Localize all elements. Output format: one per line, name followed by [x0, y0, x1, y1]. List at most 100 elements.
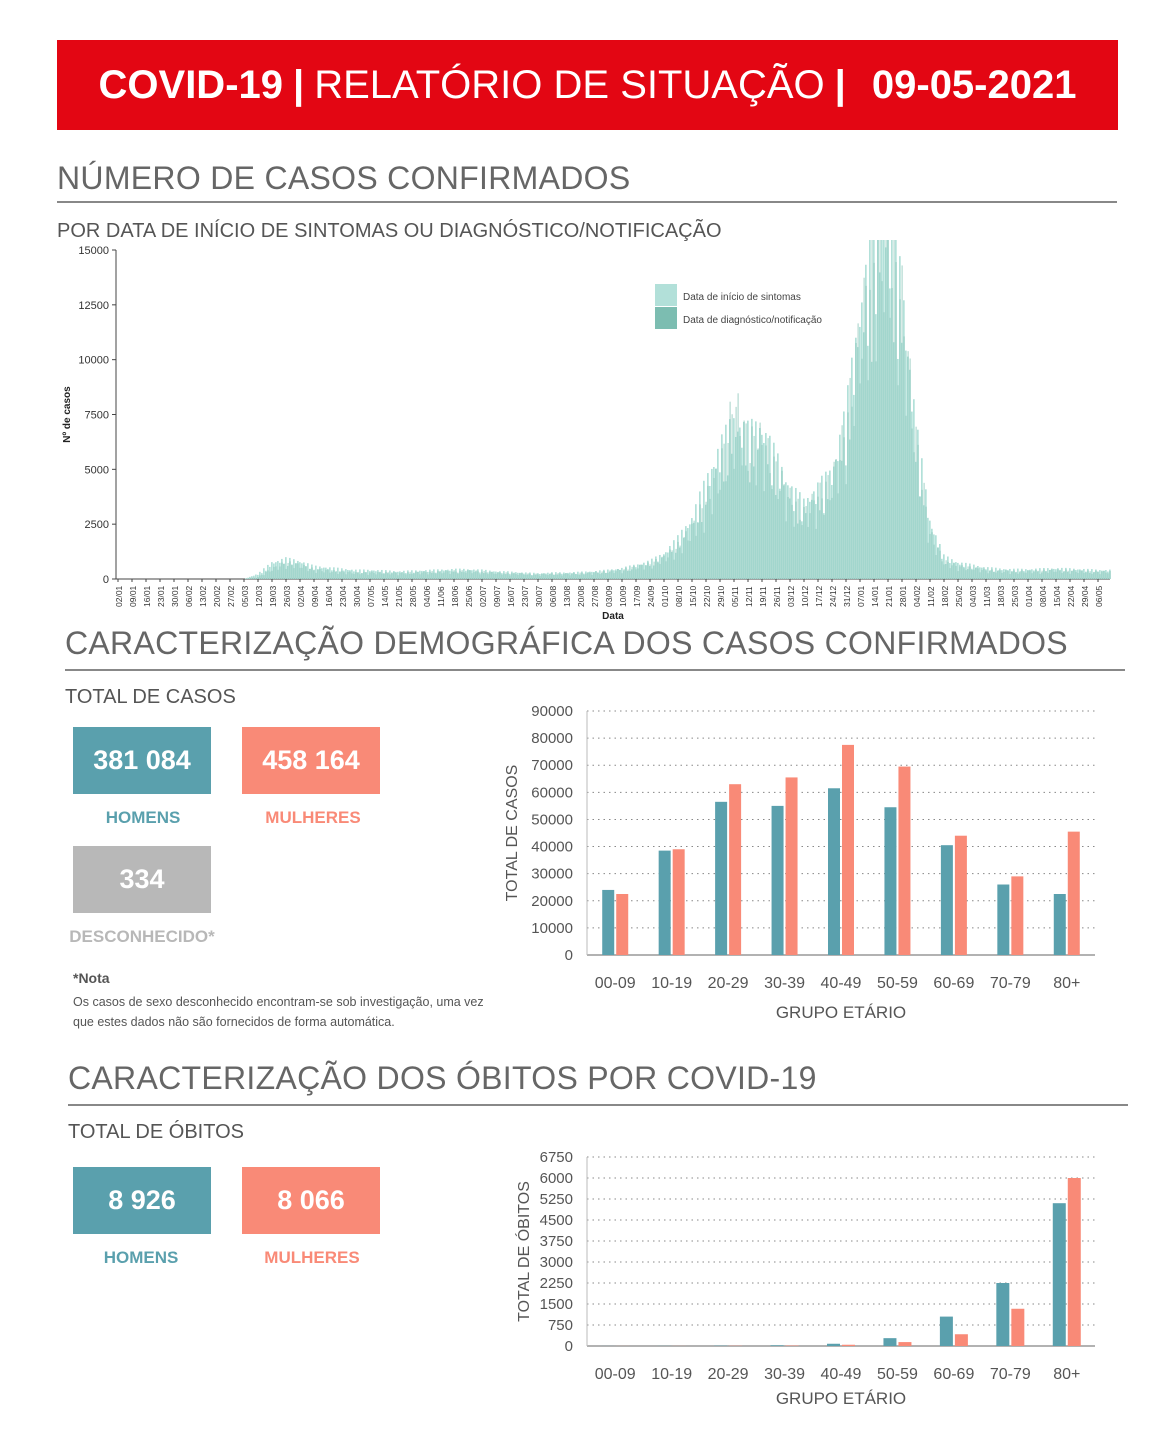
epi-bar-diagnosis: [943, 564, 945, 579]
epi-bar-diagnosis: [307, 571, 309, 579]
epi-x-tick-label: 27/08: [590, 585, 600, 607]
bar-men: [996, 1283, 1010, 1346]
epi-bar-diagnosis: [1077, 572, 1079, 579]
epi-bar-diagnosis: [537, 574, 539, 579]
epi-y-tick-label: 10000: [78, 355, 109, 367]
banner-separator-2: |: [834, 62, 846, 107]
epi-bar-diagnosis: [911, 428, 913, 579]
y-tick-label: 1500: [540, 1296, 573, 1313]
y-tick-label: 40000: [531, 839, 573, 856]
epi-bar-diagnosis: [755, 485, 757, 579]
deaths-women-label: MULHERES: [264, 1248, 360, 1267]
epi-legend-swatch-symptoms: [655, 284, 677, 306]
epi-bar-diagnosis: [569, 575, 571, 579]
epi-bar-diagnosis: [723, 443, 725, 579]
epi-bar-diagnosis: [417, 571, 419, 579]
epi-bar-diagnosis: [891, 288, 893, 579]
epi-bar-diagnosis: [459, 570, 461, 579]
epi-x-tick-label: 30/04: [352, 585, 362, 607]
epi-bar-diagnosis: [709, 498, 711, 579]
epi-bar-diagnosis: [377, 572, 379, 579]
epi-bar-diagnosis: [915, 426, 917, 579]
epi-bar-diagnosis: [1049, 569, 1051, 579]
epi-bar-diagnosis: [425, 572, 427, 579]
bar-men: [939, 1316, 953, 1346]
epi-x-tick-label: 09/07: [492, 585, 502, 607]
bar-women: [672, 849, 685, 955]
epi-bar-diagnosis: [389, 574, 391, 579]
epi-bar-diagnosis: [897, 385, 899, 579]
epi-bar-diagnosis: [829, 500, 831, 579]
epi-bar-diagnosis: [861, 358, 863, 579]
epi-bar-diagnosis: [1055, 571, 1057, 579]
epi-bar-diagnosis: [517, 574, 519, 579]
epi-bar-diagnosis: [795, 501, 797, 579]
epi-x-tick-label: 09/01: [128, 585, 138, 607]
epi-bar-diagnosis: [1025, 572, 1027, 579]
epi-bar-diagnosis: [1059, 569, 1061, 579]
cases-by-age-chart: 0 10000 20000 30000 40000 50000 60000 70000 8000…: [504, 703, 1095, 1022]
epi-bar-diagnosis: [735, 406, 737, 579]
epi-bar-diagnosis: [439, 571, 441, 579]
epi-bar-diagnosis: [617, 569, 619, 579]
epi-x-tick-label: 02/07: [478, 585, 488, 607]
epi-bar-diagnosis: [609, 570, 611, 579]
epi-bar-diagnosis: [533, 574, 535, 579]
epi-bar-diagnosis: [395, 572, 397, 579]
epi-bar-symptoms: [247, 577, 249, 579]
epi-x-tick-label: 20/02: [212, 585, 222, 607]
category-label: 00-09: [595, 1366, 636, 1383]
epi-bar-diagnosis: [1023, 572, 1025, 579]
epi-bar-diagnosis: [649, 564, 651, 579]
epi-y-tick-label: 12500: [78, 300, 109, 312]
epi-bar-diagnosis: [277, 569, 279, 579]
banner-separator-1: |: [293, 62, 305, 107]
category-label: 40-49: [821, 1366, 862, 1383]
epi-x-tick-label: 21/05: [394, 585, 404, 607]
epi-bar-diagnosis: [343, 572, 345, 579]
epi-bar-diagnosis: [545, 574, 547, 579]
epi-bar-diagnosis: [491, 571, 493, 579]
epi-bar-diagnosis: [923, 482, 925, 579]
epi-bar-diagnosis: [293, 568, 295, 579]
epi-bar-diagnosis: [603, 570, 605, 579]
epi-bar-diagnosis: [781, 470, 783, 579]
epi-bar-diagnosis: [1091, 573, 1093, 579]
epi-bar-diagnosis: [999, 570, 1001, 579]
epi-bar-symptoms: [673, 540, 675, 579]
epi-bar-diagnosis: [599, 574, 601, 579]
cases-total-label: TOTAL DE CASOS: [65, 686, 236, 708]
epi-bar-diagnosis: [685, 531, 687, 579]
x-axis-title: GRUPO ETÁRIO: [776, 1003, 906, 1022]
note-title: *Nota: [73, 970, 110, 986]
epi-bar-diagnosis: [929, 533, 931, 579]
epi-bar-diagnosis: [427, 574, 429, 579]
epi-bar-diagnosis: [345, 574, 347, 579]
epi-bar-diagnosis: [535, 573, 537, 579]
epi-bar-diagnosis: [447, 571, 449, 579]
category-label: 10-19: [651, 1366, 692, 1383]
epi-x-tick-label: 14/01: [870, 585, 880, 607]
epi-bar-diagnosis: [1089, 571, 1091, 579]
epi-x-tick-label: 11/06: [436, 586, 446, 607]
y-tick-label: 50000: [531, 811, 573, 828]
epi-bar-diagnosis: [303, 564, 305, 579]
epi-bar-diagnosis: [1015, 571, 1017, 579]
epi-bar-diagnosis: [821, 498, 823, 579]
epi-bar-diagnosis: [973, 569, 975, 579]
epi-bar-diagnosis: [1093, 571, 1095, 579]
epi-bar-diagnosis: [913, 452, 915, 579]
epi-bar-diagnosis: [497, 572, 499, 579]
epi-bar-diagnosis: [625, 567, 627, 579]
epi-x-tick-label: 02/04: [296, 585, 306, 607]
category-label: 30-39: [764, 975, 805, 992]
epi-bar-diagnosis: [265, 572, 267, 579]
epi-bar-diagnosis: [315, 572, 317, 579]
epi-bar-diagnosis: [841, 425, 843, 579]
epi-bar-diagnosis: [515, 573, 517, 579]
epi-bar-diagnosis: [289, 561, 291, 579]
banner-date: 09-05-2021: [871, 62, 1077, 107]
epi-y-tick-label: 7500: [85, 410, 109, 422]
cases-section-divider: [57, 201, 1117, 203]
epi-bar-diagnosis: [605, 572, 607, 579]
